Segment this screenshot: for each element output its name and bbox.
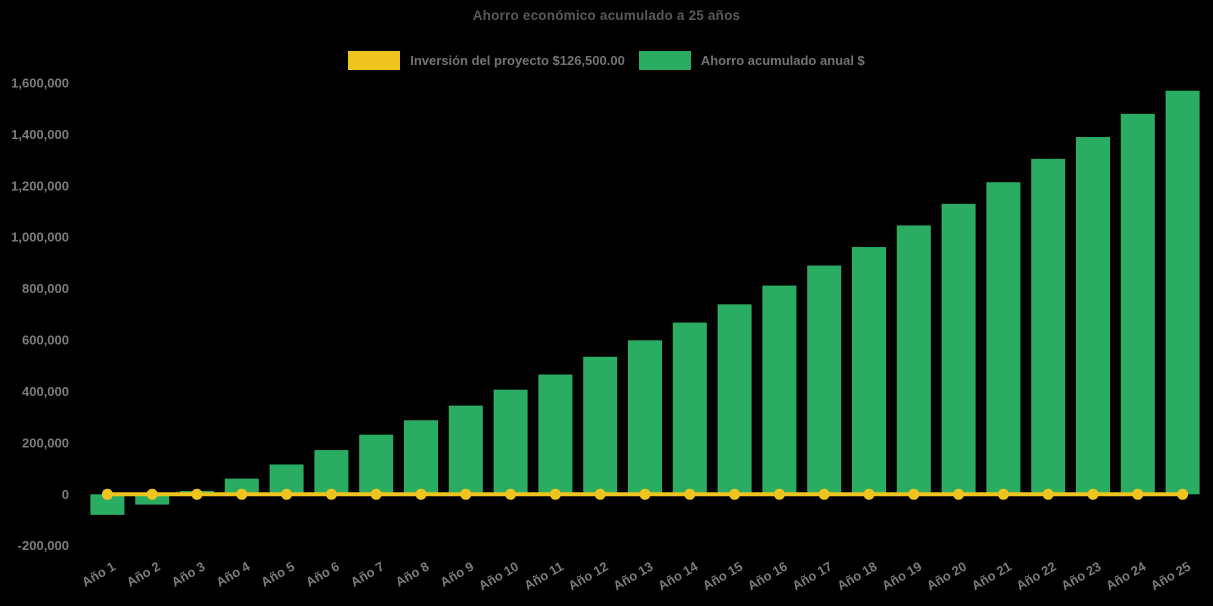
y-axis-tick-label: 200,000 (22, 435, 69, 450)
legend-label-investment: Inversión del proyecto $126,500.00 (410, 53, 625, 68)
x-axis-tick-label: Año 17 (790, 559, 835, 594)
x-axis-tick-label: Año 19 (879, 559, 924, 594)
investment-line-marker (729, 488, 741, 500)
x-axis-tick-label: Año 20 (924, 559, 969, 594)
investment-line-marker (594, 488, 606, 500)
y-axis-tick-label: 600,000 (22, 333, 69, 348)
y-axis-tick-label: 800,000 (22, 281, 69, 296)
y-axis-tick-label: 400,000 (22, 384, 69, 399)
y-axis-tick-label: 1,200,000 (11, 178, 69, 193)
investment-line-marker (1177, 488, 1189, 500)
x-axis-tick-label: Año 8 (393, 559, 432, 590)
bar-año-6 (314, 450, 349, 495)
bar-año-25 (1165, 90, 1200, 495)
x-axis-tick-label: Año 13 (610, 559, 655, 594)
x-axis-tick-label: Año 4 (214, 558, 253, 589)
x-axis-tick-label: Año 7 (348, 559, 387, 590)
investment-line-marker (684, 488, 696, 500)
y-axis-tick-label: 1,000,000 (11, 230, 69, 245)
investment-line-marker (325, 488, 337, 500)
x-axis-tick-label: Año 10 (476, 559, 521, 594)
bar-año-8 (404, 420, 438, 495)
investment-line-marker (639, 488, 651, 500)
x-axis-tick-label: Año 16 (745, 559, 790, 594)
bar-año-10 (493, 389, 528, 495)
x-axis-tick-label: Año 23 (1058, 559, 1103, 594)
bar-año-20 (941, 203, 976, 495)
x-axis-tick-label: Año 22 (1014, 559, 1059, 594)
x-axis-tick-label: Año 5 (258, 559, 297, 590)
investment-line-marker (281, 488, 293, 500)
investment-line-marker (1042, 488, 1054, 500)
bar-año-12 (583, 356, 618, 495)
bar-año-4 (224, 478, 259, 495)
x-axis-tick-label: Año 6 (303, 559, 342, 590)
bar-año-15 (717, 304, 752, 495)
investment-line-marker (908, 488, 920, 500)
y-axis-tick-label: 1,400,000 (11, 127, 69, 142)
bar-año-17 (807, 265, 842, 495)
bar-año-1 (90, 494, 125, 515)
y-axis-tick-label: -200,000 (18, 538, 69, 553)
investment-line-marker (773, 488, 785, 500)
investment-line-marker (863, 488, 875, 500)
bar-año-18 (852, 247, 886, 495)
x-axis-tick-label: Año 12 (566, 559, 611, 594)
bar-año-7 (359, 434, 394, 495)
bar-año-14 (672, 322, 707, 495)
investment-line-marker (191, 488, 203, 500)
investment-line-marker (818, 488, 830, 500)
x-axis-tick-label: Año 3 (169, 559, 208, 590)
legend-label-savings: Ahorro acumulado anual $ (700, 53, 865, 68)
bar-año-21 (986, 182, 1021, 495)
bar-año-19 (896, 225, 931, 495)
y-axis-tick-label: 1,600,000 (11, 76, 69, 91)
chart-title: Ahorro económico acumulado a 25 años (472, 8, 741, 23)
x-axis-tick-label: Año 25 (1148, 559, 1193, 594)
bar-año-24 (1120, 113, 1155, 495)
investment-line-marker (460, 488, 472, 500)
x-axis-tick-label: Año 18 (834, 559, 879, 594)
investment-line-marker (505, 488, 517, 500)
y-axis-tick-label: 0 (62, 487, 69, 502)
investment-line-marker (236, 488, 248, 500)
bar-año-22 (1031, 158, 1066, 495)
x-axis-tick-label: Año 14 (655, 558, 701, 593)
investment-line-marker (370, 488, 382, 500)
legend-swatch-savings (638, 51, 691, 70)
x-axis-tick-label: Año 15 (700, 559, 745, 594)
bar-año-23 (1076, 136, 1110, 495)
x-axis-tick-label: Año 21 (969, 559, 1014, 594)
investment-line-marker (1087, 488, 1099, 500)
bar-año-9 (448, 405, 483, 495)
investment-line-marker (101, 488, 113, 500)
chart-legend: Inversión del proyecto $126,500.00 Ahorr… (0, 51, 1213, 70)
bar-año-13 (628, 340, 662, 495)
x-axis-tick-label: Año 24 (1103, 558, 1149, 593)
investment-line-marker (146, 488, 158, 500)
bar-año-16 (762, 285, 797, 495)
x-axis-tick-label: Año 2 (124, 559, 163, 590)
legend-swatch-investment (348, 51, 401, 70)
investment-line-marker (415, 488, 427, 500)
investment-line-marker (953, 488, 965, 500)
legend-item-savings: Ahorro acumulado anual $ (638, 51, 865, 70)
x-axis-tick-label: Año 11 (521, 559, 565, 593)
legend-item-investment: Inversión del proyecto $126,500.00 (348, 51, 625, 70)
investment-line-marker (1132, 488, 1144, 500)
bar-año-11 (538, 374, 573, 495)
investment-line-marker (549, 488, 561, 500)
x-axis-tick-label: Año 9 (438, 559, 477, 590)
investment-line-marker (997, 488, 1009, 500)
x-axis-tick-label: Año 1 (79, 559, 118, 590)
